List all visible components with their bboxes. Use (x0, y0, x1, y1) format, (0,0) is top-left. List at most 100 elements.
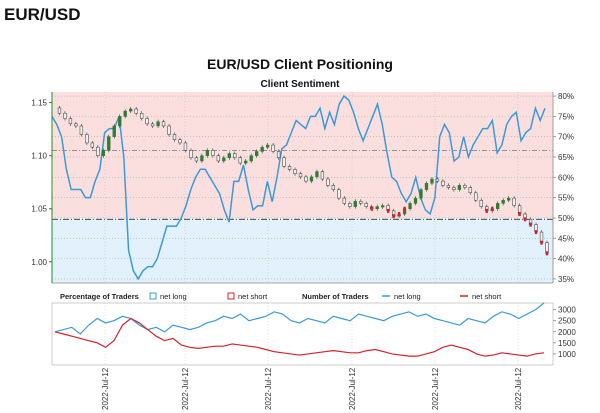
price-candle (435, 178, 440, 182)
price-candle (63, 112, 67, 119)
long-zone-bg (52, 217, 553, 283)
traders-tick-label: 1500 (558, 339, 576, 348)
pair-header: EUR/USD (4, 5, 81, 24)
price-low-marker (518, 212, 521, 217)
price-candle (249, 155, 253, 162)
price-candle (118, 116, 122, 127)
legend-net-short-swatch (227, 292, 235, 300)
price-candle (364, 203, 368, 207)
price-candle (129, 108, 133, 112)
price-candle (139, 112, 144, 119)
percent-tick-label: 40% (558, 255, 574, 264)
price-candle (320, 171, 325, 180)
price-candle (375, 206, 379, 209)
price-candle (304, 176, 308, 182)
price-candle (507, 197, 511, 201)
price-candle (216, 155, 220, 162)
price-candle (413, 197, 418, 204)
price-candle (244, 160, 248, 164)
price-candle (96, 146, 100, 156)
price-candle (287, 166, 292, 170)
price-tick-label: 1.00 (31, 258, 47, 267)
price-candle (265, 144, 270, 148)
traders-panel (51, 302, 554, 366)
chart-subtitle: Client Sentiment (260, 79, 340, 90)
price-candle (342, 197, 346, 204)
x-tick-label: 2022-Jul-12 (348, 367, 357, 410)
price-candle (194, 157, 199, 162)
price-candle (430, 178, 434, 184)
price-candle (309, 176, 314, 182)
price-candle (101, 150, 105, 156)
price-low-marker (370, 206, 373, 211)
price-candle (326, 178, 330, 186)
legend-net-long-swatch (149, 292, 157, 300)
traders-tick-label: 1000 (558, 350, 576, 359)
price-candle (408, 203, 412, 209)
price-low-marker (386, 208, 390, 213)
x-tick-label: 2022-Jul-12 (431, 367, 440, 410)
price-tick-label: 1.05 (31, 205, 47, 214)
price-candle (457, 185, 462, 190)
price-candle (348, 203, 352, 207)
price-candle (189, 150, 193, 159)
price-candle (359, 201, 363, 204)
price-candle (474, 192, 478, 201)
percent-tick-label: 60% (558, 173, 574, 182)
price-candle (353, 201, 357, 207)
price-candle (463, 185, 467, 188)
price-candle (468, 187, 472, 194)
price-candle (512, 197, 516, 206)
price-candle (233, 153, 237, 159)
percent-tick-label: 70% (558, 133, 574, 142)
price-candle (446, 185, 451, 188)
x-tick-label: 2022-Jul-12 (514, 367, 523, 410)
price-candle (227, 153, 231, 159)
percent-tick-label: 55% (558, 194, 574, 203)
legend-net-long-label: net long (160, 292, 187, 301)
price-candle (123, 110, 127, 117)
legend-net-short-label: net short (238, 292, 268, 301)
percent-tick-label: 75% (558, 112, 574, 121)
net-long-percent-line (51, 94, 546, 281)
net-long-traders-line (54, 302, 545, 335)
x-tick-label: 2022-Jul-12 (181, 367, 190, 410)
price-low-marker (540, 240, 543, 245)
price-candle (211, 150, 215, 156)
price-candle (172, 134, 177, 140)
legend-num-long-label: net long (394, 292, 421, 301)
price-candle (161, 121, 166, 127)
short-zone-bg (52, 92, 553, 218)
percent-tick-label: 80% (558, 92, 574, 101)
percent-tick-label: 50% (558, 214, 574, 223)
price-candle (255, 151, 259, 156)
price-candle (222, 157, 226, 162)
price-low-marker (545, 251, 549, 256)
price-candle (112, 125, 116, 137)
price-candle (298, 173, 303, 178)
price-candle (178, 139, 182, 144)
x-tick-label: 2022-Jul-12 (101, 367, 110, 410)
chart-title: EUR/USD Client Positioning (207, 56, 393, 72)
price-candle (271, 144, 275, 152)
price-candle (452, 187, 456, 190)
price-candle (238, 157, 242, 164)
price-low-marker (491, 206, 494, 211)
percent-tick-label: 35% (558, 275, 574, 284)
price-candle (419, 189, 423, 199)
price-candle (74, 123, 78, 127)
price-candle (134, 108, 138, 114)
legend-num-short-label: net short (472, 292, 502, 301)
price-candle (145, 118, 149, 125)
percent-tick-label: 45% (558, 234, 574, 243)
price-candle (381, 205, 385, 208)
price-candle (156, 121, 160, 127)
price-candle (282, 157, 286, 167)
price-candle (337, 189, 341, 199)
price-low-marker (392, 214, 395, 219)
percent-tick-label: 65% (558, 153, 574, 162)
price-low-marker (534, 230, 538, 235)
legend-percentage-title: Percentage of Traders (60, 292, 139, 301)
price-low-marker (485, 208, 488, 213)
